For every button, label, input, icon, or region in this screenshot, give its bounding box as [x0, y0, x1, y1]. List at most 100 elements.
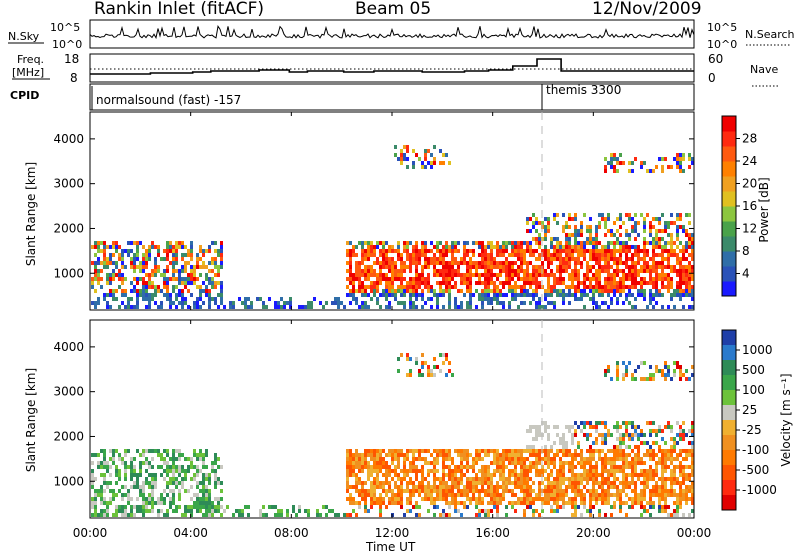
heatmap-cell: [175, 249, 178, 253]
heatmap-cell: [559, 441, 562, 445]
heatmap-cell: [127, 241, 130, 245]
heatmap-cell: [184, 513, 187, 517]
heatmap-cell: [502, 245, 505, 249]
heatmap-cell: [652, 293, 655, 297]
heatmap-cell: [604, 369, 607, 373]
heatmap-cell: [631, 285, 634, 289]
heatmap-cell: [400, 277, 403, 281]
heatmap-cell: [514, 273, 517, 277]
heatmap-cell: [448, 305, 451, 309]
heatmap-cell: [640, 457, 643, 461]
heatmap-cell: [382, 273, 385, 277]
heatmap-cell: [106, 505, 109, 509]
heatmap-cell: [127, 501, 130, 505]
heatmap-cell: [655, 261, 658, 265]
heatmap-cell: [220, 465, 223, 469]
heatmap-cell: [628, 433, 631, 437]
heatmap-cell: [214, 249, 217, 253]
colorbar-tick-label: -500: [742, 463, 769, 477]
heatmap-cell: [364, 465, 367, 469]
heatmap-cell: [598, 269, 601, 273]
heatmap-cell: [298, 505, 301, 509]
heatmap-cell: [526, 281, 529, 285]
heatmap-cell: [487, 265, 490, 269]
heatmap-cell: [610, 285, 613, 289]
heatmap-cell: [385, 473, 388, 477]
heatmap-cell: [628, 437, 631, 441]
heatmap-cell: [139, 289, 142, 293]
heatmap-cell: [556, 221, 559, 225]
heatmap-cell: [538, 449, 541, 453]
heatmap-cell: [358, 489, 361, 493]
heatmap-cell: [601, 301, 604, 305]
heatmap-cell: [670, 425, 673, 429]
heatmap-cell: [676, 289, 679, 293]
heatmap-cell: [616, 237, 619, 241]
heatmap-cell: [622, 221, 625, 225]
heatmap-cell: [616, 281, 619, 285]
heatmap-cell: [157, 513, 160, 517]
heatmap-cell: [637, 425, 640, 429]
heatmap-cell: [640, 257, 643, 261]
heatmap-cell: [676, 257, 679, 261]
heatmap-cell: [157, 453, 160, 457]
heatmap-cell: [400, 153, 403, 157]
heatmap-cell: [481, 449, 484, 453]
heatmap-cell: [646, 441, 649, 445]
heatmap-cell: [637, 273, 640, 277]
heatmap-cell: [211, 241, 214, 245]
heatmap-cell: [418, 493, 421, 497]
heatmap-cell: [643, 245, 646, 249]
heatmap-cell: [274, 301, 277, 305]
heatmap-cell: [550, 481, 553, 485]
heatmap-cell: [535, 509, 538, 513]
heatmap-cell: [148, 497, 151, 501]
heatmap-cell: [148, 305, 151, 309]
heatmap-cell: [412, 449, 415, 453]
heatmap-cell: [571, 513, 574, 517]
heatmap-cell: [376, 453, 379, 457]
heatmap-cell: [352, 245, 355, 249]
heatmap-cell: [487, 253, 490, 257]
heatmap-cell: [142, 505, 145, 509]
heatmap-cell: [484, 245, 487, 249]
heatmap-cell: [670, 213, 673, 217]
heatmap-cell: [139, 293, 142, 297]
heatmap-cell: [442, 245, 445, 249]
heatmap-cell: [637, 497, 640, 501]
heatmap-cell: [583, 425, 586, 429]
heatmap-cell: [142, 453, 145, 457]
heatmap-cell: [667, 465, 670, 469]
heatmap-cell: [181, 305, 184, 309]
heatmap-cell: [622, 441, 625, 445]
heatmap-cell: [538, 425, 541, 429]
heatmap-cell: [466, 457, 469, 461]
heatmap-cell: [355, 461, 358, 465]
heatmap-cell: [553, 257, 556, 261]
heatmap-cell: [352, 473, 355, 477]
heatmap-cell: [469, 477, 472, 481]
heatmap-cell: [553, 465, 556, 469]
heatmap-cell: [568, 501, 571, 505]
heatmap-cell: [376, 245, 379, 249]
heatmap-cell: [466, 269, 469, 273]
heatmap-cell: [412, 489, 415, 493]
heatmap-cell: [673, 373, 676, 377]
heatmap-cell: [103, 449, 106, 453]
heatmap-cell: [562, 281, 565, 285]
colorbar-swatch: [722, 281, 736, 297]
heatmap-cell: [670, 493, 673, 497]
heatmap-cell: [421, 497, 424, 501]
heatmap-cell: [361, 497, 364, 501]
heatmap-cell: [487, 301, 490, 305]
heatmap-cell: [358, 305, 361, 309]
heatmap-cell: [385, 493, 388, 497]
heatmap-cell: [187, 289, 190, 293]
heatmap-cell: [610, 433, 613, 437]
heatmap-cell: [397, 497, 400, 501]
heatmap-cell: [469, 265, 472, 269]
heatmap-cell: [370, 505, 373, 509]
heatmap-cell: [604, 373, 607, 377]
heatmap-cell: [424, 285, 427, 289]
heatmap-cell: [616, 161, 619, 165]
